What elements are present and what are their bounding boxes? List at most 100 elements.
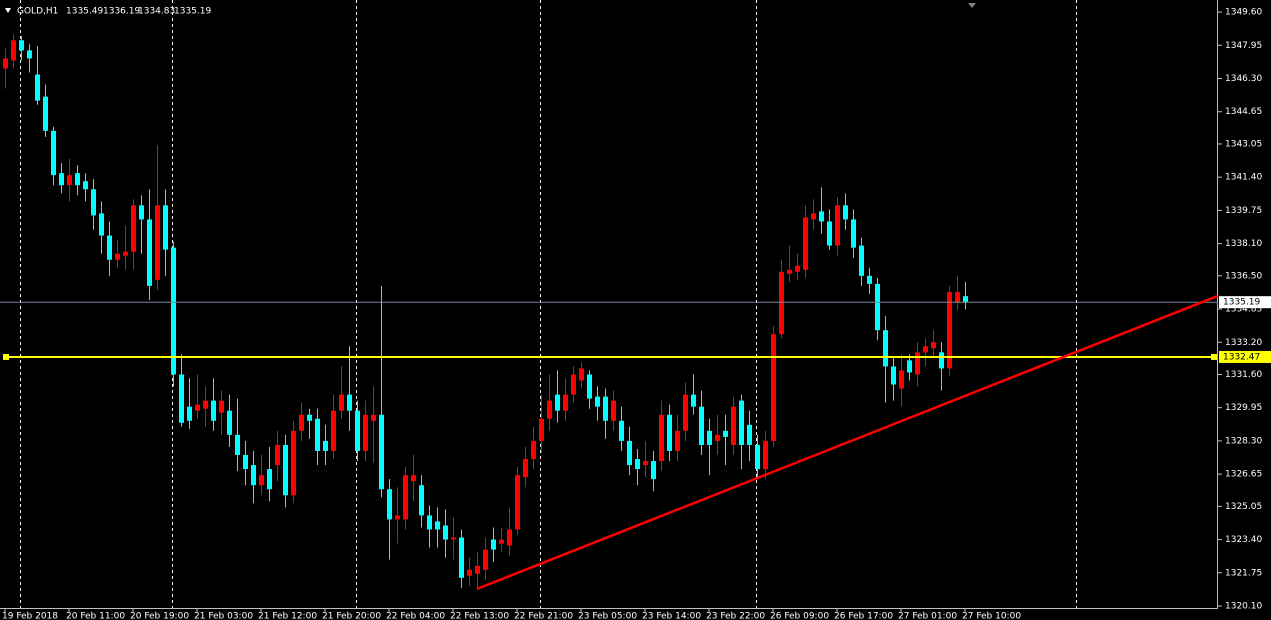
y-tick-label: 1341.40 [1225,173,1262,183]
x-tick-label: 19 Feb 2018 [2,612,58,620]
candle-body [627,440,632,466]
candle-body [611,400,616,421]
level-label-box [1219,350,1271,363]
candle-body [91,189,96,216]
candle-body [571,374,576,395]
x-tick-label: 21 Feb 12:00 [258,612,317,620]
candle-body [811,213,816,220]
candle-body [675,430,680,451]
candle-body [531,440,536,460]
candle-body [363,414,368,451]
x-tick-label: 22 Feb 04:00 [386,612,445,620]
candle-body [667,414,672,451]
candle-body [315,418,320,451]
candle-body [763,440,768,470]
candle-body [875,283,880,331]
candle-body [243,454,248,470]
candle-body [739,400,744,445]
candle-body [723,430,728,437]
candle-body [931,342,936,349]
candle-body [563,394,568,411]
y-tick-label: 1329.95 [1225,403,1262,413]
candle-body [43,96,48,131]
candles [3,34,968,590]
candle-body [731,406,736,445]
candle-body [891,366,896,385]
header-open: 1335.49 [66,7,103,17]
symbol: GOLD,H1 [17,7,58,17]
candle-body [539,418,544,441]
candle-body [587,374,592,399]
y-tick-label: 1339.75 [1225,206,1262,216]
candle-body [635,459,640,470]
header-high: 1336.19 [103,7,140,17]
candle-body [379,414,384,490]
candle-body [211,400,216,421]
candle-body [603,396,608,421]
candle-body [867,275,872,284]
y-tick-label: 1320.10 [1225,601,1262,611]
candle-body [291,430,296,496]
shift-marker [968,3,976,8]
x-tick-label: 22 Feb 13:00 [450,612,509,620]
candle-body [699,406,704,445]
candle-body [555,394,560,411]
x-tick-label: 22 Feb 21:00 [514,612,573,620]
candle-body [923,346,928,353]
candle-body [331,410,336,451]
y-tick-label: 1338.10 [1225,239,1262,249]
candle-body [155,205,160,280]
y-tick-label: 1321.75 [1225,568,1262,578]
candle-body [795,265,800,272]
level-handle [3,353,9,360]
candle-body [99,213,104,236]
candle-body [83,181,88,190]
x-tick-label: 23 Feb 05:00 [578,612,637,620]
candle-body [803,217,808,270]
header-low: 1334.83 [138,7,175,17]
candle-body [515,475,520,530]
x-tick-label: 27 Feb 01:00 [898,612,957,620]
candle-body [755,444,760,470]
y-tick-label: 1334.85 [1225,305,1262,315]
candle-body [467,569,472,576]
candle-body [395,515,400,520]
period-separators [20,0,1077,608]
candle-body [595,396,600,407]
candle-body [819,211,824,222]
candle-body [827,221,832,246]
candle-body [403,475,408,520]
candle-body [195,404,200,411]
candle-body [107,235,112,260]
candle-body [499,539,504,544]
level-label: 1332.47 [1223,352,1260,362]
candle-body [171,247,176,375]
x-tick-label: 20 Feb 19:00 [130,612,189,620]
candle-body [683,394,688,431]
candle-body [483,549,488,570]
candle-body [59,173,64,186]
candle-body [51,130,56,176]
x-tick-label: 27 Feb 10:00 [962,612,1021,620]
menu-arrow[interactable] [5,8,11,13]
candle-body [131,205,136,252]
y-tick-label: 1347.95 [1225,41,1262,51]
candle-body [19,40,24,51]
candle-body [115,253,120,260]
x-tick-label: 20 Feb 11:00 [66,612,125,620]
candle-body [227,410,232,435]
candle-body [411,475,416,482]
candle-body [427,515,432,530]
candle-body [523,459,528,478]
candle-body [835,205,840,246]
candle-body [707,430,712,445]
candle-body [907,360,912,373]
candle-body [779,271,784,335]
candle-body [787,269,792,274]
bid-label: 1335.19 [1223,298,1260,308]
x-tick-label: 26 Feb 17:00 [834,612,893,620]
candle-body [851,219,856,248]
candle-body [963,296,968,303]
x-tick-label: 26 Feb 09:00 [770,612,829,620]
